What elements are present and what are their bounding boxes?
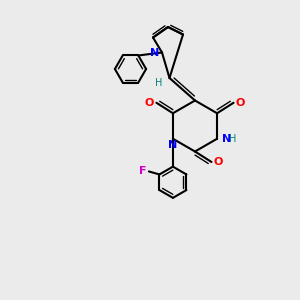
Text: N: N bbox=[223, 134, 232, 144]
Text: F: F bbox=[139, 167, 146, 176]
Text: H: H bbox=[229, 134, 236, 144]
Text: H: H bbox=[154, 77, 162, 88]
Text: O: O bbox=[214, 157, 223, 167]
Text: O: O bbox=[145, 98, 154, 108]
Text: N: N bbox=[168, 140, 178, 150]
Text: N: N bbox=[150, 47, 159, 58]
Text: O: O bbox=[236, 98, 245, 108]
